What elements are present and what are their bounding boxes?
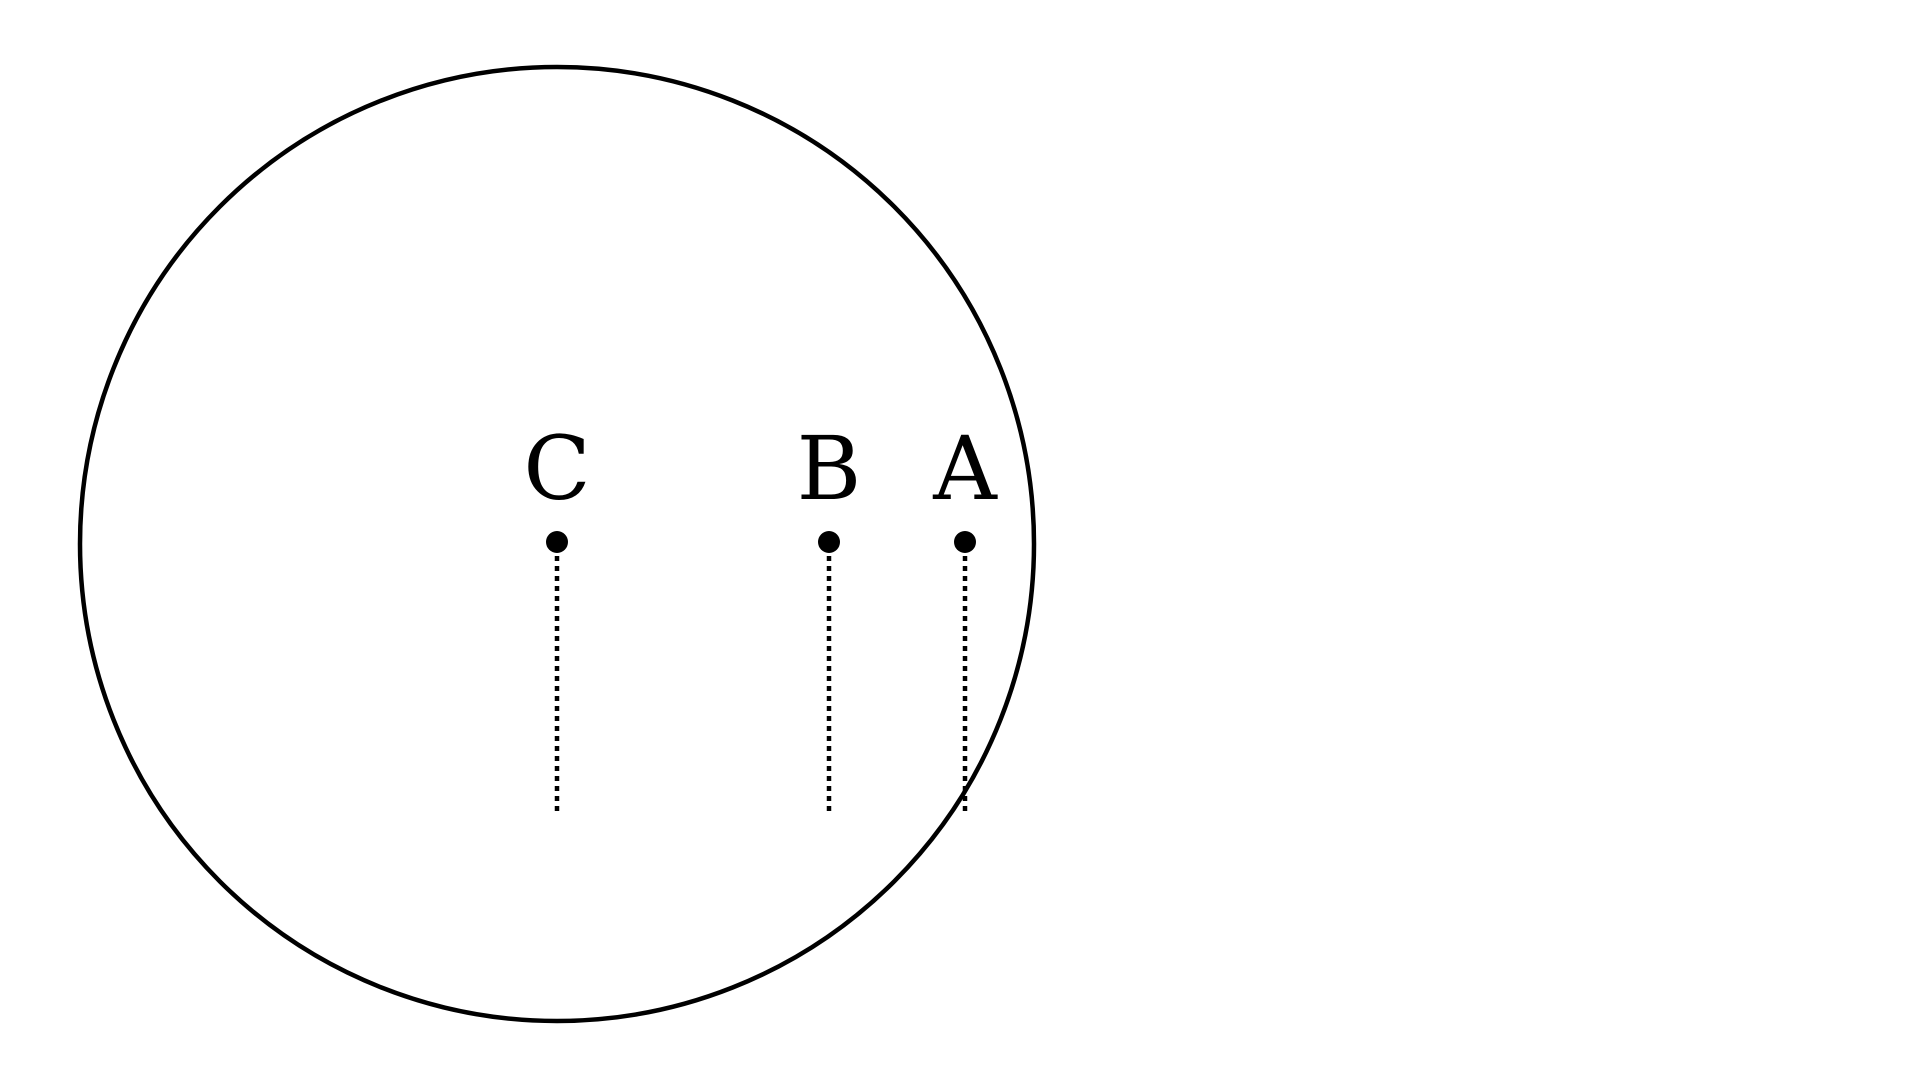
point-c-group: C [523, 417, 591, 813]
point-a-dot [954, 531, 976, 553]
circle-outline [77, 64, 1037, 1024]
point-a-label: A [932, 417, 998, 520]
point-b-label: B [797, 417, 862, 520]
point-a-group: A [932, 417, 998, 813]
point-b-group: B [797, 417, 862, 813]
point-c-label: C [523, 417, 590, 520]
point-c-dot [546, 531, 568, 553]
point-b-dot [818, 531, 840, 553]
